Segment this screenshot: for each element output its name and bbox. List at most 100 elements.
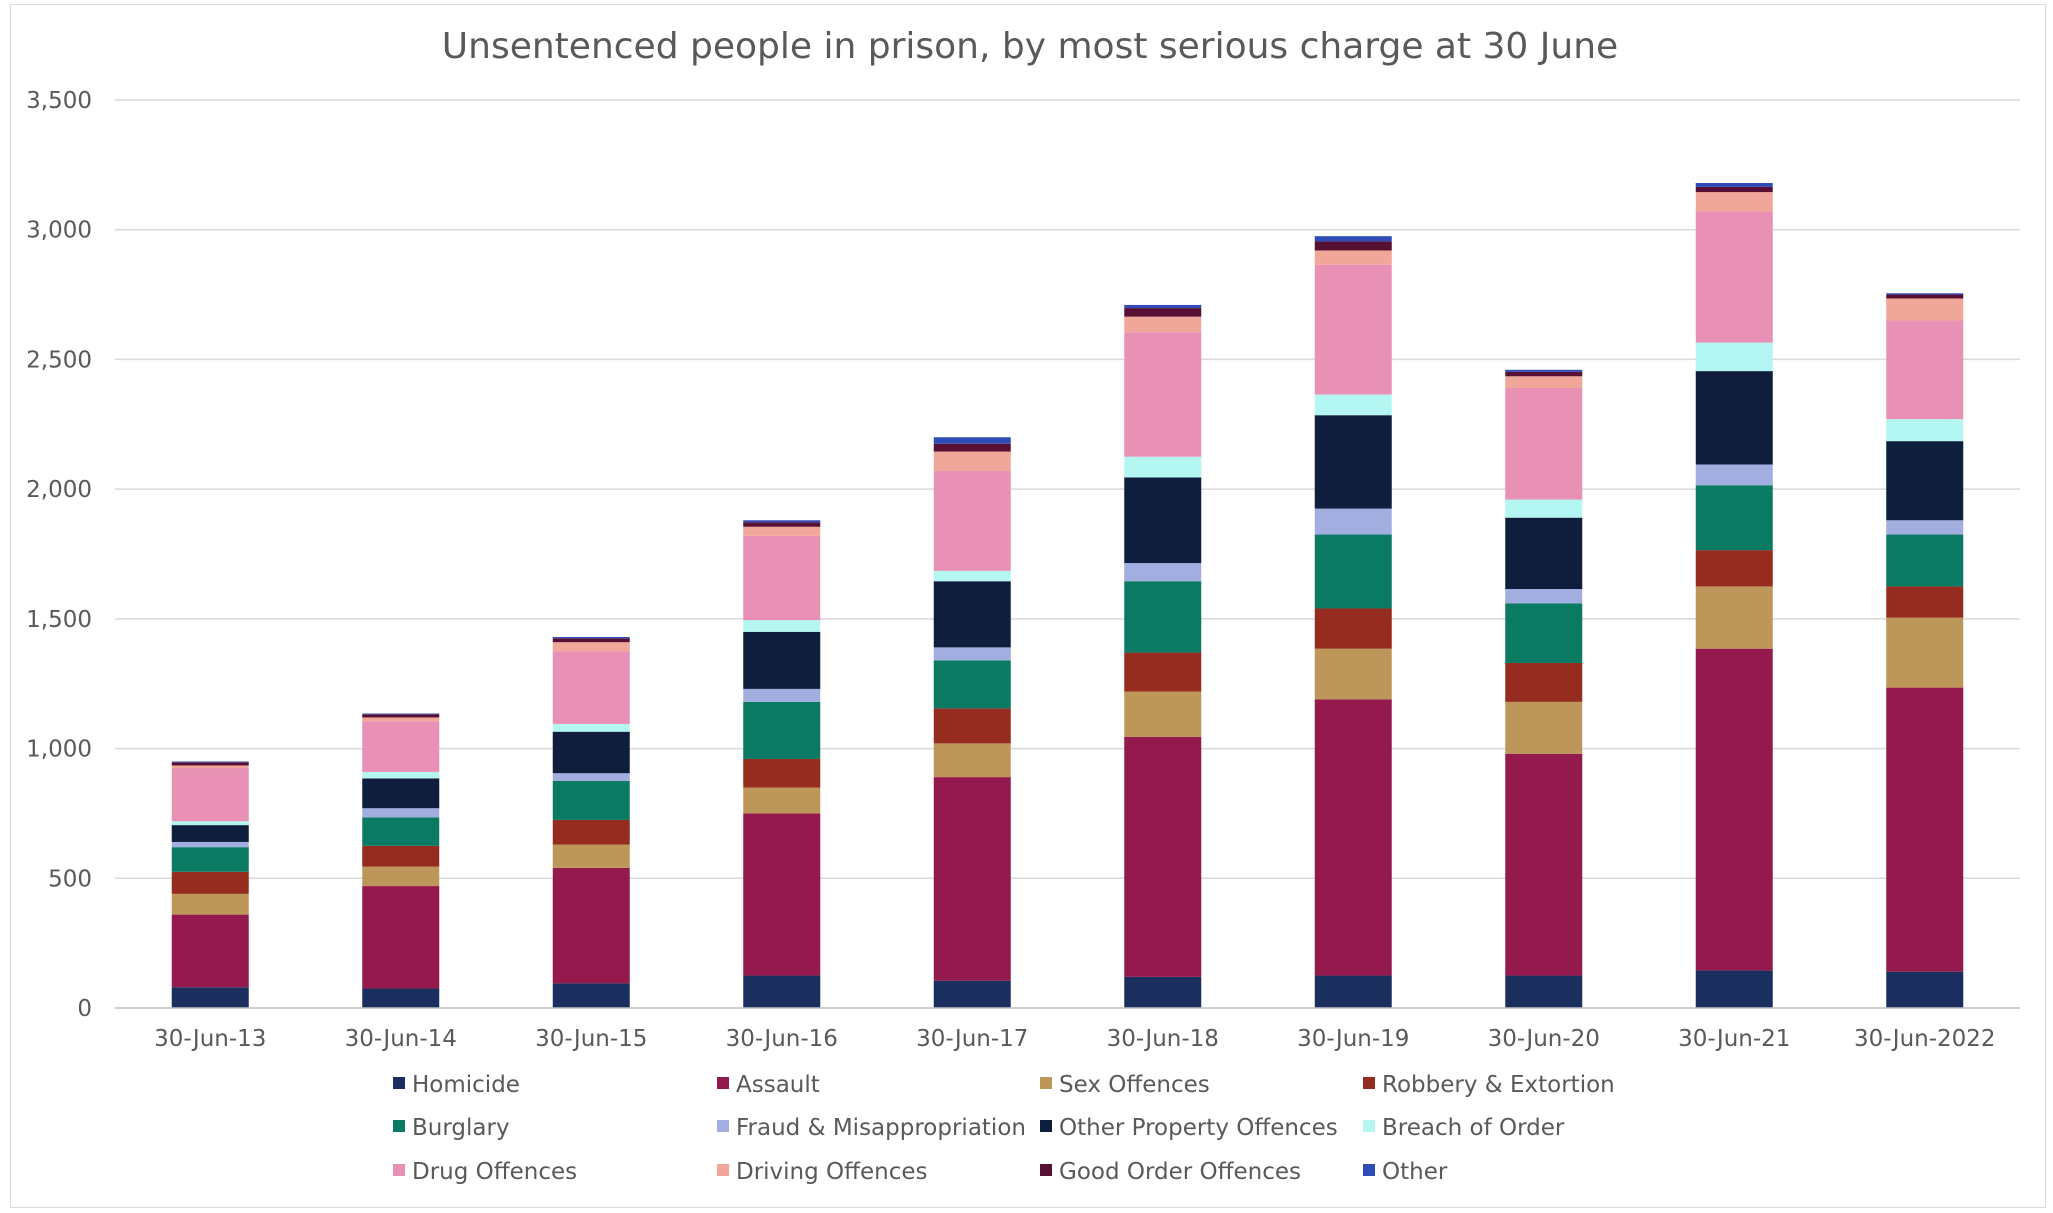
y-tick-label: 1,000 [26,737,92,763]
x-tick-label: 30-Jun-21 [1678,1026,1790,1052]
bar-segment [743,813,821,976]
y-tick-label: 3,500 [26,88,92,114]
bar-segment [1505,371,1583,377]
bar-segment [362,866,440,887]
bar-segment [743,535,821,621]
x-tick-label: 30-Jun-15 [535,1026,647,1052]
bar-segment [171,841,249,848]
bar-stack [933,437,1011,1008]
bar-segment [362,778,440,809]
legend-label: Breach of Order [1382,1115,1565,1141]
bar-segment [171,914,249,988]
bar-stack [362,713,440,1008]
legend-swatch [717,1164,729,1176]
bar-segment [1314,648,1392,700]
bar-segment [1124,332,1202,457]
legend-label: Other Property Offences [1059,1115,1338,1141]
bar-segment [1505,589,1583,604]
bar-segment [1695,550,1773,587]
bar-segment [171,762,249,766]
bar-stack [743,520,821,1008]
bar-segment [552,637,630,639]
legend-item: Robbery & Extortion [1363,1072,1615,1098]
bar-segment [1886,520,1964,535]
bar-segment [1695,183,1773,187]
bar-segment [552,723,630,732]
bar-segment [552,638,630,643]
bar-segment [743,522,821,527]
legend-swatch [1363,1077,1375,1089]
bar-segment [1886,534,1964,587]
legend-item: Assault [717,1072,820,1098]
bar-segment [1314,236,1392,242]
bar-segment [1886,298,1964,321]
bar-segment [1314,415,1392,509]
bar-segment [1886,294,1964,299]
legend-item: Other [1363,1159,1448,1185]
bar-segment [1695,970,1773,1008]
bar-stack [1505,369,1583,1008]
bar-stack [1314,236,1392,1008]
bars [171,183,1964,1008]
bar-segment [1505,662,1583,702]
bar-segment [1124,976,1202,1008]
bar-segment [171,987,249,1008]
bar-segment [743,975,821,1008]
bar-segment [933,777,1011,981]
y-tick-label: 1,500 [26,607,92,633]
bar-segment [1314,241,1392,251]
bar-segment [933,437,1011,444]
legend-swatch [1040,1077,1052,1089]
bar-segment [1124,316,1202,333]
legend-item: Fraud & Misappropriation [717,1115,1026,1141]
bar-segment [552,651,630,724]
chart-title: Unsentenced people in prison, by most se… [442,26,1618,67]
legend-swatch [1040,1120,1052,1132]
bar-segment [1886,320,1964,420]
legend-swatch [393,1120,405,1132]
legend-label: Fraud & Misappropriation [736,1115,1026,1141]
bar-segment [1505,517,1583,590]
bar-segment [1314,250,1392,265]
legend-label: Assault [736,1072,820,1098]
legend-item: Homicide [393,1072,520,1098]
bar-segment [1505,701,1583,754]
bar-segment [743,787,821,814]
legend: Homicide Assault Sex Offences Robbery & Ext… [393,1072,1615,1185]
legend-swatch [1363,1120,1375,1132]
y-tick-label: 0 [77,996,92,1022]
bar-segment [1505,603,1583,663]
x-tick-label: 30-Jun-20 [1488,1026,1600,1052]
bar-segment [743,701,821,759]
bar-segment [552,642,630,652]
bar-segment [171,761,249,763]
bar-segment [362,714,440,718]
y-tick-label: 3,000 [26,218,92,244]
bar-segment [1314,699,1392,976]
bar-segment [1695,342,1773,372]
legend-item: Breach of Order [1363,1115,1565,1141]
bar-segment [552,781,630,820]
bar-segment [1695,648,1773,971]
bar-segment [933,570,1011,582]
bar-stack [171,761,249,1008]
x-axis-tick-labels: 30-Jun-13 30-Jun-14 30-Jun-15 30-Jun-16 30-J… [154,1026,1995,1052]
x-tick-label: 30-Jun-17 [916,1026,1028,1052]
bar-segment [362,845,440,867]
bar-segment [1695,192,1773,212]
bar-segment [1886,419,1964,442]
bar-segment [362,808,440,818]
legend-item: Drug Offences [393,1159,577,1185]
x-tick-label: 30-Jun-18 [1107,1026,1219,1052]
bar-stack [1124,304,1202,1008]
bar-segment [171,893,249,915]
bar-segment [743,520,821,523]
x-tick-label: 30-Jun-13 [154,1026,266,1052]
bar-segment [743,688,821,702]
bar-stack [552,637,630,1008]
bar-segment [1314,394,1392,416]
bar-segment [1886,586,1964,618]
bar-segment [362,817,440,846]
legend-item: Burglary [393,1115,510,1141]
bar-segment [1505,369,1583,372]
